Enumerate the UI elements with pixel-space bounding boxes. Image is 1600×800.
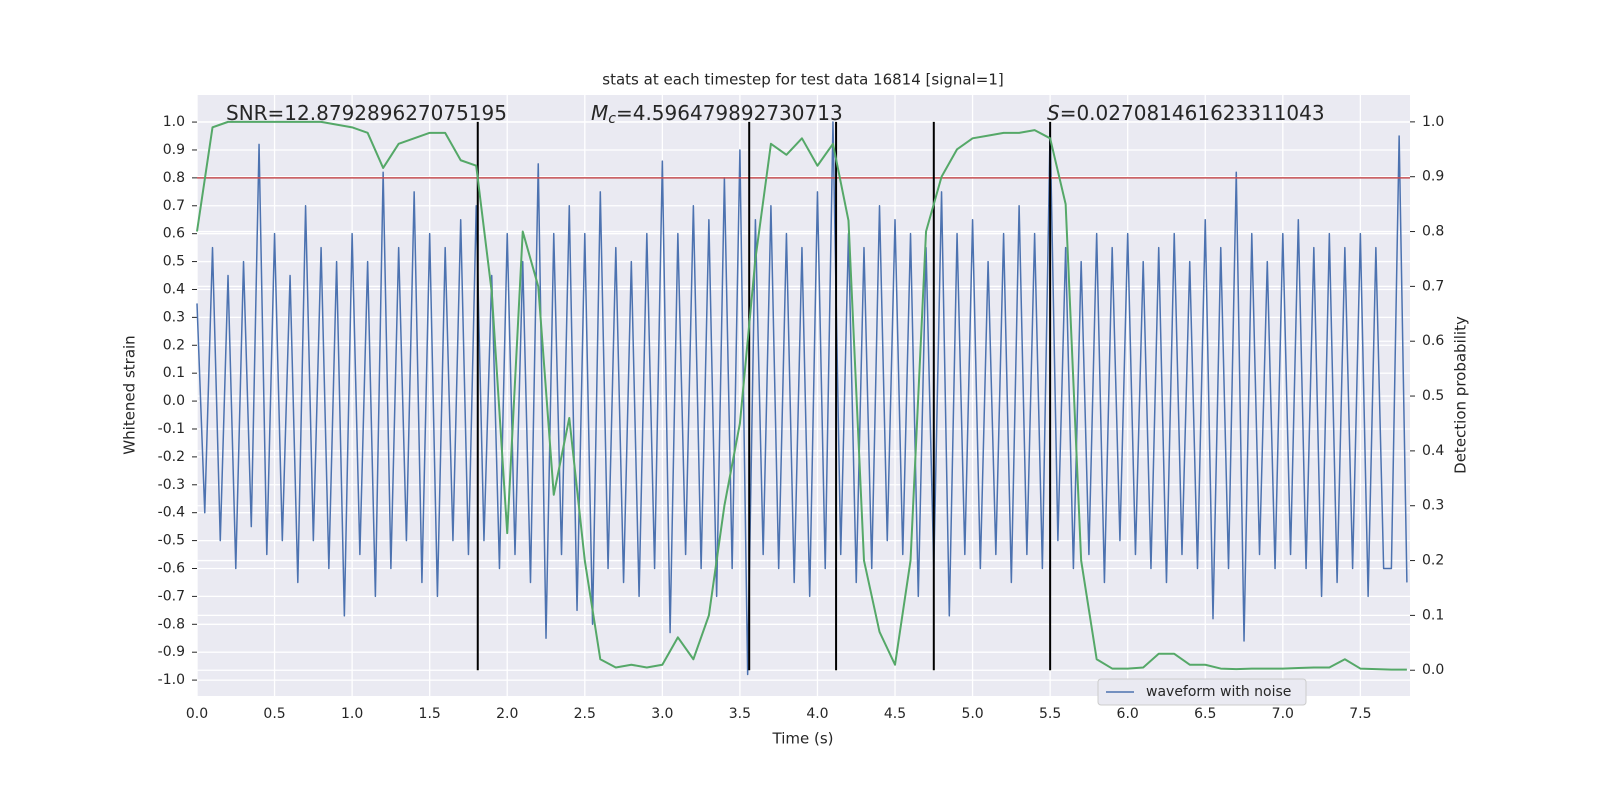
y-tick-label: -0.3 — [158, 477, 185, 493]
annotation-text: =0.027081461623311043 — [1060, 101, 1325, 125]
y-tick-label: 0.0 — [163, 393, 185, 409]
y2-axis-label: Detection probability — [1452, 316, 1470, 474]
y-tick-label: 0.3 — [163, 309, 185, 325]
y-tick-label: -0.4 — [158, 505, 185, 521]
annotation-text: SNR=12.879289627075195 — [226, 101, 507, 125]
legend-label: waveform with noise — [1146, 684, 1291, 700]
y-tick-label: -0.8 — [158, 616, 185, 632]
y-tick-label: 0.6 — [163, 226, 185, 242]
y2-tick-label: 0.1 — [1422, 607, 1444, 623]
x-tick-label: 7.0 — [1272, 706, 1294, 722]
y2-tick-label: 0.8 — [1422, 224, 1444, 240]
series-line — [196, 120, 1407, 671]
x-tick-label: 1.5 — [419, 706, 441, 722]
x-tick-label: 3.0 — [651, 706, 673, 722]
y-tick-label: -1.0 — [158, 672, 185, 688]
y-axis-label: Whitened strain — [121, 335, 139, 454]
series-line — [196, 121, 1408, 676]
legend-box — [1097, 678, 1307, 706]
annotation-subscript: c — [608, 111, 616, 127]
x-tick-label: 0.5 — [263, 706, 285, 722]
x-tick-label: 2.0 — [496, 706, 518, 722]
x-tick-label: 3.5 — [729, 706, 751, 722]
y-tick-label: -0.7 — [158, 588, 185, 604]
y-tick-label: 0.2 — [163, 337, 185, 353]
y2-tick-label: 0.9 — [1422, 169, 1444, 185]
y-tick-label: 0.9 — [163, 142, 185, 158]
x-tick-label: 1.0 — [341, 706, 363, 722]
y-tick-label: -0.9 — [158, 644, 185, 660]
annotation: S=0.027081461623311043 — [1047, 101, 1325, 125]
y-tick-label: 0.8 — [163, 170, 185, 186]
x-tick-label: 2.5 — [574, 706, 596, 722]
annotation: Mc=4.596479892730713 — [591, 101, 843, 128]
x-tick-label: 0.0 — [186, 706, 208, 722]
y2-tick-label: 0.7 — [1422, 278, 1444, 294]
x-tick-label: 6.5 — [1194, 706, 1216, 722]
y2-tick-label: 0.4 — [1422, 443, 1444, 459]
y2-tick-label: 0.2 — [1422, 553, 1444, 569]
x-tick-label: 4.5 — [884, 706, 906, 722]
annotation-symbol: M — [591, 101, 608, 125]
annotation-symbol: S — [1047, 101, 1060, 125]
x-tick-label: 5.5 — [1039, 706, 1061, 722]
x-tick-label: 4.0 — [806, 706, 828, 722]
y2-tick-label: 1.0 — [1422, 114, 1444, 130]
y2-tick-label: 0.6 — [1422, 333, 1444, 349]
x-axis-label: Time (s) — [772, 730, 834, 748]
y2-tick-label: 0.5 — [1422, 388, 1444, 404]
y2-tick-label: 0.3 — [1422, 498, 1444, 514]
y-tick-label: 0.7 — [163, 198, 185, 214]
y-tick-label: 0.4 — [163, 281, 185, 297]
annotation: SNR=12.879289627075195 — [226, 101, 507, 125]
chart-title: stats at each timestep for test data 168… — [602, 71, 1003, 89]
y2-tick-label: 0.0 — [1422, 662, 1444, 678]
x-tick-label: 7.5 — [1349, 706, 1371, 722]
y-tick-label: -0.6 — [158, 560, 185, 576]
x-tick-label: 6.0 — [1117, 706, 1139, 722]
annotation-text: =4.596479892730713 — [616, 101, 843, 125]
y-tick-label: -0.1 — [158, 421, 185, 437]
y-tick-label: -0.2 — [158, 449, 185, 465]
y-tick-label: -0.5 — [158, 533, 185, 549]
y-tick-label: 1.0 — [163, 114, 185, 130]
y-tick-label: 0.5 — [163, 254, 185, 270]
y-tick-label: 0.1 — [163, 365, 185, 381]
x-tick-label: 5.0 — [961, 706, 983, 722]
